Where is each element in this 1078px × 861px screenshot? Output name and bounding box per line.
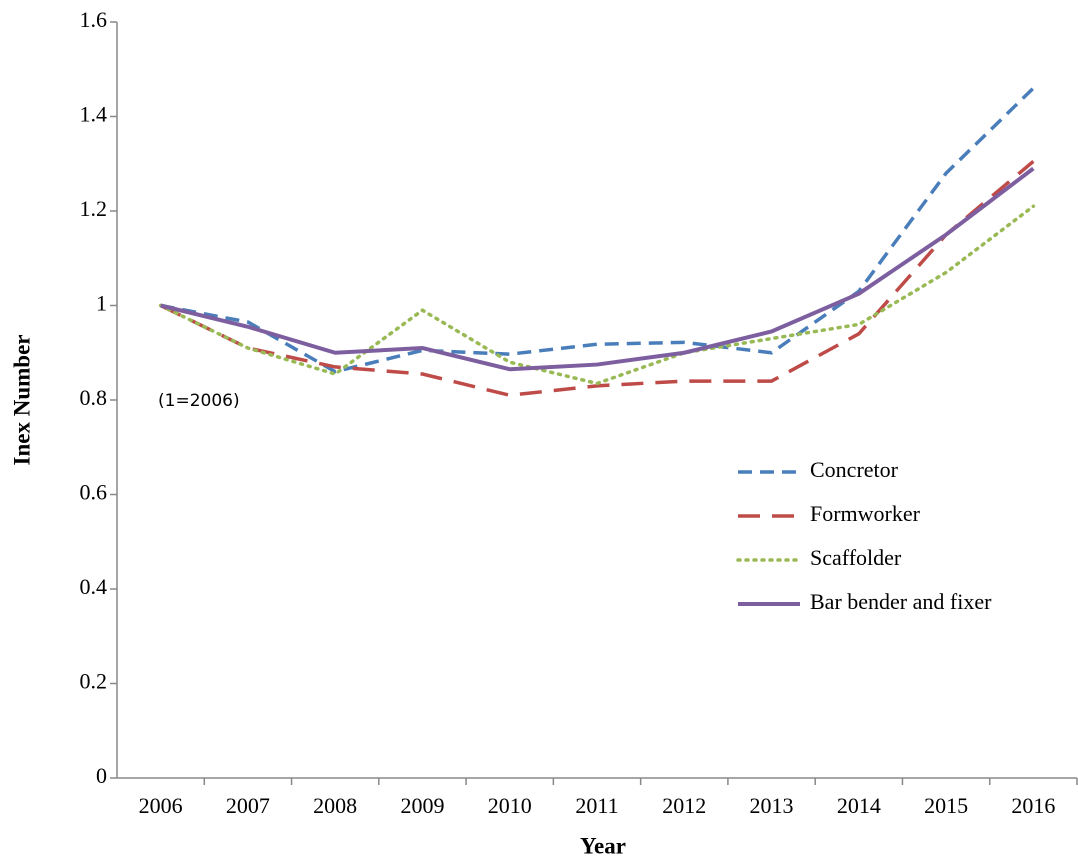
y-tick-label: 0.6 [80, 480, 108, 505]
series-line [158, 204, 1036, 386]
series-line [160, 166, 1035, 372]
legend-label: Concretor [810, 457, 899, 482]
y-axis-title: Inex Number [9, 335, 34, 466]
legend-label: Bar bender and fixer [810, 589, 992, 614]
y-tick-label: 1.6 [80, 7, 108, 32]
legend-label: Scaffolder [810, 545, 902, 570]
x-tick-label: 2010 [488, 793, 532, 818]
annotation: (1=2006) [158, 391, 240, 411]
x-tick-label: 2006 [139, 793, 183, 818]
y-tick-label: 1.4 [80, 102, 108, 127]
y-tick-label: 0.2 [80, 669, 108, 694]
y-tick-label: 0.8 [80, 385, 108, 410]
x-tick-label: 2011 [575, 793, 618, 818]
y-tick-label: 1 [96, 291, 107, 316]
x-tick-label: 2007 [226, 793, 270, 818]
x-tick-label: 2014 [837, 793, 881, 818]
y-tick-label: 0.4 [80, 574, 108, 599]
x-tick-label: 2012 [662, 793, 706, 818]
x-tick-label: 2013 [750, 793, 794, 818]
series-line [159, 160, 1035, 398]
x-tick-label: 2008 [313, 793, 357, 818]
legend-label: Formworker [810, 501, 921, 526]
series-line [160, 86, 1035, 374]
y-tick-label: 0 [96, 763, 107, 788]
x-tick-label: 2015 [924, 793, 968, 818]
x-axis-title: Year [580, 833, 626, 858]
y-tick-label: 1.2 [80, 196, 108, 221]
x-tick-label: 2009 [400, 793, 444, 818]
x-tick-label: 2016 [1011, 793, 1055, 818]
